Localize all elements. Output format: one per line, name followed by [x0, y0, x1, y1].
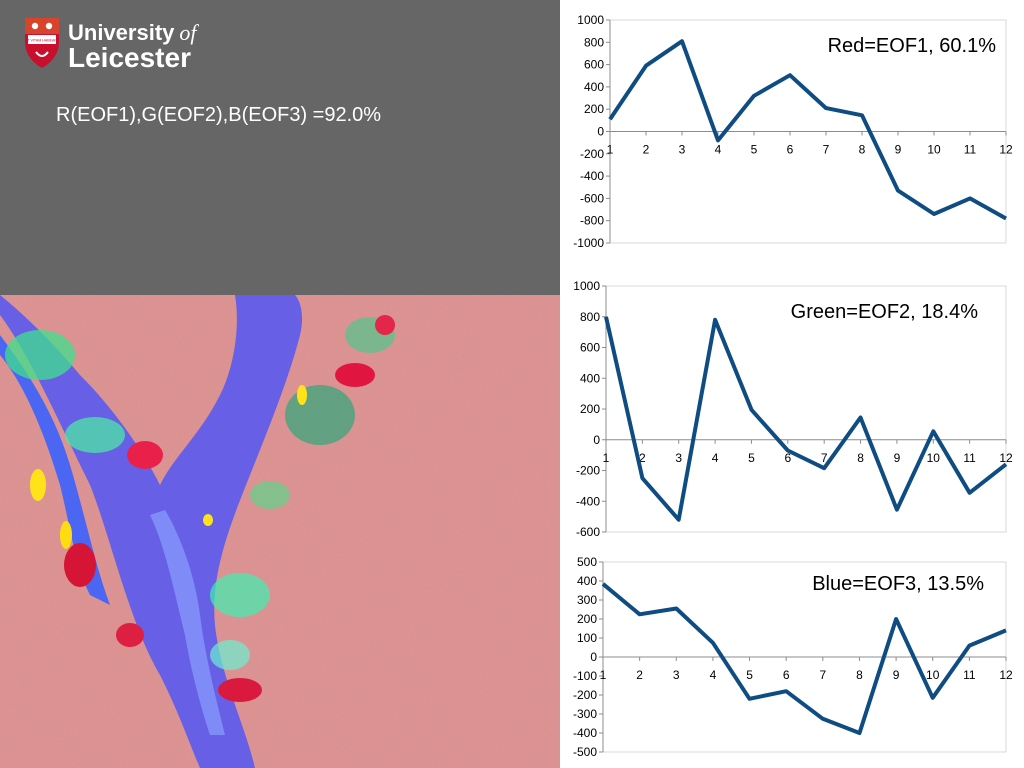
plot-area — [605, 285, 1007, 533]
x-tick-label: 10 — [927, 143, 941, 157]
logo-leicester-text: Leicester — [68, 42, 191, 72]
series-line — [608, 39, 1007, 221]
x-tick-label: 10 — [927, 451, 941, 465]
x-tick-label: 1 — [607, 143, 614, 157]
x-tick-label: 2 — [639, 451, 646, 465]
x-tick-label: 9 — [894, 451, 901, 465]
x-tick-label: 6 — [783, 668, 790, 682]
y-tick-label: 300 — [577, 593, 597, 607]
y-tick-label: 800 — [584, 35, 604, 49]
slide-header-panel: UT VITAM HABEANT University of Leicester … — [0, 0, 560, 295]
logo-university-text: University of — [68, 20, 199, 45]
chart-title: Red=EOF1, 60.1% — [828, 35, 997, 57]
x-tick-label: 4 — [710, 668, 717, 682]
x-tick-label: 8 — [857, 451, 864, 465]
shield-motto: UT VITAM HABEANT — [25, 39, 60, 43]
x-tick-label: 9 — [893, 668, 900, 682]
y-tick-label: 400 — [584, 80, 604, 94]
y-tick-label: -400 — [580, 169, 604, 183]
y-tick-label: 0 — [590, 650, 597, 664]
x-tick-label: 5 — [751, 143, 758, 157]
y-tick-label: -200 — [580, 147, 604, 161]
y-tick-label: -400 — [576, 494, 600, 508]
y-tick-label: 600 — [580, 341, 600, 355]
y-tick-label: -300 — [573, 707, 597, 721]
y-tick-label: 200 — [580, 402, 600, 416]
composite-label: R(EOF1),G(EOF2),B(EOF3) =92.0% — [56, 104, 382, 126]
y-tick-label: -600 — [576, 525, 600, 539]
x-tick-label: 12 — [999, 143, 1013, 157]
y-tick-label: 1000 — [577, 13, 604, 27]
y-tick-label: 1000 — [573, 279, 600, 293]
y-tick-label: 0 — [597, 125, 604, 139]
y-tick-label: -200 — [576, 464, 600, 478]
x-tick-label: 3 — [679, 143, 686, 157]
x-tick-label: 3 — [675, 451, 682, 465]
x-tick-label: 11 — [963, 668, 976, 682]
shield-icon: UT VITAM HABEANT — [25, 18, 60, 68]
x-tick-label: 11 — [964, 143, 977, 157]
y-tick-label: -600 — [580, 191, 604, 205]
y-tick-label: -400 — [573, 726, 597, 740]
x-tick-label: 5 — [746, 668, 753, 682]
x-tick-label: 8 — [859, 143, 866, 157]
y-tick-label: 100 — [577, 631, 597, 645]
x-tick-label: 1 — [600, 668, 607, 682]
x-tick-label: 7 — [819, 668, 826, 682]
series-line — [604, 316, 1008, 522]
x-tick-label: 7 — [821, 451, 828, 465]
x-tick-label: 4 — [712, 451, 719, 465]
x-tick-label: 7 — [823, 143, 830, 157]
y-tick-label: -1000 — [573, 236, 604, 250]
x-tick-label: 9 — [895, 143, 902, 157]
x-tick-label: 6 — [787, 143, 794, 157]
y-tick-label: -500 — [573, 745, 597, 759]
y-tick-label: 500 — [577, 555, 597, 569]
y-tick-label: 400 — [577, 574, 597, 588]
y-tick-label: 200 — [577, 612, 597, 626]
y-tick-label: 400 — [580, 371, 600, 385]
series-line — [601, 582, 1007, 735]
x-tick-label: 12 — [999, 668, 1013, 682]
y-tick-label: -200 — [573, 688, 597, 702]
x-tick-label: 2 — [643, 143, 650, 157]
x-tick-label: 4 — [715, 143, 722, 157]
y-tick-label: -100 — [573, 669, 597, 683]
y-tick-label: 800 — [580, 310, 600, 324]
x-tick-label: 10 — [926, 668, 940, 682]
y-tick-label: 200 — [584, 102, 604, 116]
x-tick-label: 5 — [748, 451, 755, 465]
x-tick-label: 3 — [673, 668, 680, 682]
y-tick-label: 0 — [593, 433, 600, 447]
x-tick-label: 2 — [636, 668, 643, 682]
x-tick-label: 11 — [963, 451, 976, 465]
satellite-image — [0, 295, 560, 768]
y-tick-label: 600 — [584, 58, 604, 72]
x-tick-label: 1 — [603, 451, 610, 465]
y-tick-label: -800 — [580, 214, 604, 228]
university-logo: UT VITAM HABEANT University of Leicester — [25, 18, 199, 72]
chart-title: Blue=EOF3, 13.5% — [812, 573, 984, 595]
x-tick-label: 6 — [784, 451, 791, 465]
x-tick-label: 12 — [999, 451, 1013, 465]
chart-title: Green=EOF2, 18.4% — [791, 301, 979, 323]
x-tick-label: 8 — [856, 668, 863, 682]
